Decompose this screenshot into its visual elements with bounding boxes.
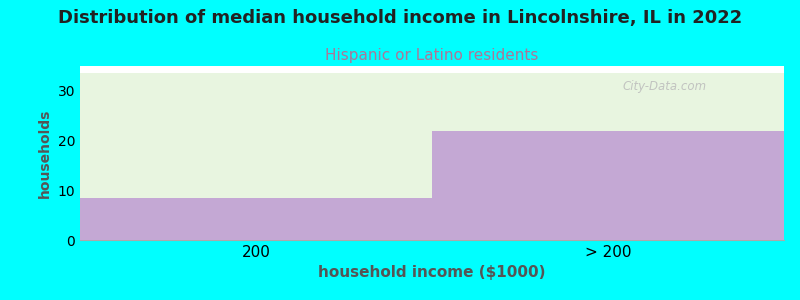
Bar xyxy=(80,74,432,240)
Y-axis label: households: households xyxy=(38,108,52,198)
Bar xyxy=(80,198,432,240)
Text: City-Data.com: City-Data.com xyxy=(622,80,706,93)
X-axis label: household income ($1000): household income ($1000) xyxy=(318,266,546,280)
Text: Distribution of median household income in Lincolnshire, IL in 2022: Distribution of median household income … xyxy=(58,9,742,27)
Bar xyxy=(432,130,784,240)
Bar xyxy=(432,74,784,240)
Title: Hispanic or Latino residents: Hispanic or Latino residents xyxy=(326,48,538,63)
